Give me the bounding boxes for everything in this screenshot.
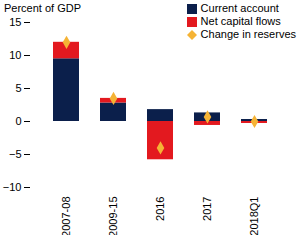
- html-text:Change in reserves: Change in reserves: [200, 28, 296, 40]
- html-text:Current account: Current account: [200, 2, 279, 14]
- svg-text:0: 0: [15, 115, 21, 127]
- svg-text:2007-08: 2007-08: [60, 197, 72, 235]
- html-text:Percent of GDP: Percent of GDP: [4, 2, 81, 14]
- svg-text:−5: −5: [9, 148, 22, 160]
- html-text:Net capital flows: Net capital flows: [200, 15, 281, 27]
- svg-text:15: 15: [9, 16, 21, 28]
- svg-text:2018Q1: 2018Q1: [248, 197, 260, 235]
- svg-text:10: 10: [9, 49, 21, 61]
- svg-text:−10: −10: [3, 181, 22, 193]
- svg-text:2009-15: 2009-15: [107, 197, 119, 235]
- svg-text:2016: 2016: [154, 197, 166, 221]
- svg-text:5: 5: [15, 82, 21, 94]
- svg-text:2017: 2017: [201, 197, 213, 221]
